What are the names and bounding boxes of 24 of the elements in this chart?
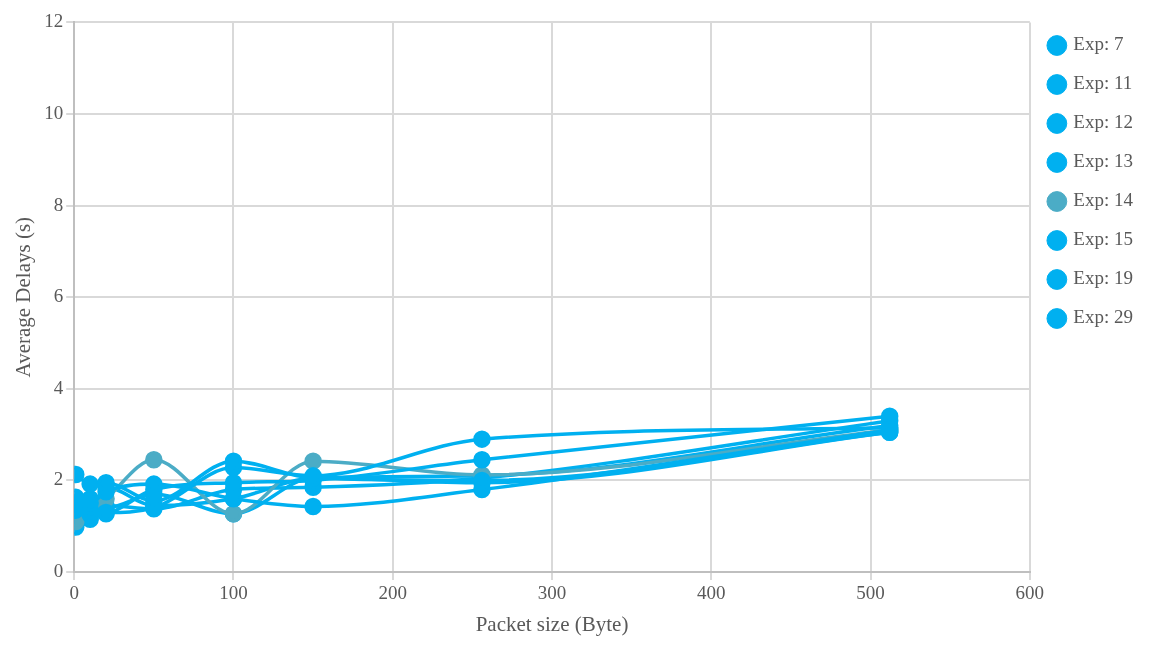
y-tick-label: 12 (44, 10, 64, 32)
y-tick-label: 10 (44, 101, 64, 123)
x-tick-label: 500 (856, 582, 885, 604)
y-tick-label: 4 (53, 376, 64, 398)
x-tick-label: 200 (378, 582, 408, 604)
legend-label: Exp: 29 (1073, 306, 1134, 328)
legend-label: Exp: 14 (1073, 189, 1134, 211)
x-tick-label: 300 (537, 582, 567, 604)
y-tick-label: 0 (53, 559, 64, 581)
y-tick-label: 8 (53, 193, 64, 215)
legend-label: Exp: 15 (1073, 228, 1134, 250)
x-tick-label: 600 (1015, 582, 1045, 604)
legend-label: Exp: 13 (1073, 150, 1134, 172)
y-tick-label: 2 (53, 468, 64, 490)
x-axis-title: Packet size (Byte) (475, 611, 629, 636)
legend-label: Exp: 19 (1073, 267, 1134, 289)
y-tick-label: 6 (53, 285, 64, 307)
legend-label: Exp: 11 (1073, 72, 1133, 94)
y-axis-title: Average Delays (s) (11, 216, 36, 378)
legend-label: Exp: 12 (1073, 111, 1134, 133)
x-tick-label: 100 (219, 582, 248, 604)
x-tick-label: 0 (69, 582, 79, 604)
legend-label: Exp: 7 (1073, 33, 1124, 55)
x-tick-label: 400 (697, 582, 726, 604)
